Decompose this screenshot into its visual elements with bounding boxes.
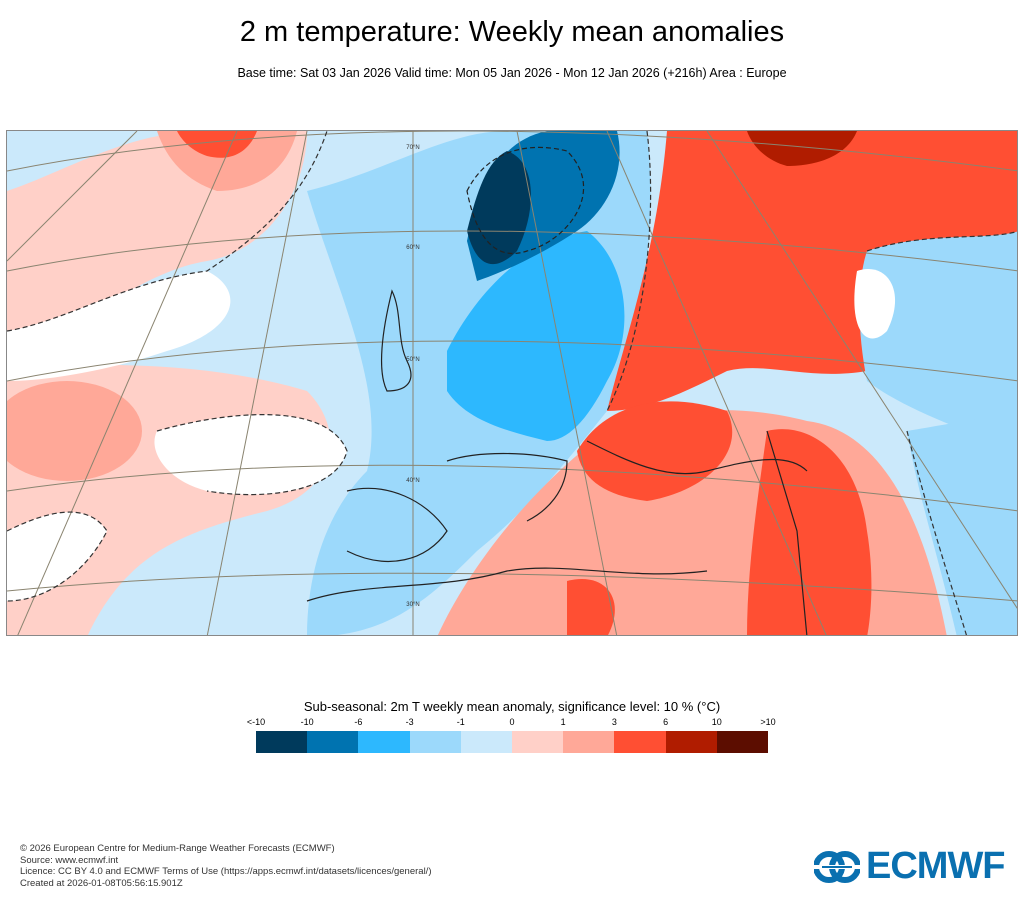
ecmwf-logo-text: ECMWF bbox=[866, 845, 1006, 887]
legend-tick: 1 bbox=[560, 717, 566, 727]
white-region-east bbox=[854, 269, 896, 339]
legend-ticks: <-10 -10 -6 -3 -1 0 1 3 6 10 >10 bbox=[247, 717, 776, 729]
licence-text: Licence: CC BY 4.0 and ECMWF Terms of Us… bbox=[20, 866, 432, 877]
white-region bbox=[7, 271, 231, 381]
lat-label-40: 40°N bbox=[406, 478, 419, 484]
legend-swatch bbox=[563, 731, 615, 753]
legend-tick: >10 bbox=[760, 717, 776, 727]
legend-swatch bbox=[665, 731, 717, 753]
legend-swatch bbox=[716, 731, 769, 753]
latitude-labels: 70°N 60°N 50°N 40°N 30°N bbox=[406, 145, 419, 608]
ecmwf-logo: ECMWF bbox=[814, 845, 1006, 888]
legend-tick: <-10 bbox=[246, 717, 266, 727]
anomaly-region-egypt bbox=[747, 429, 872, 635]
anomaly-region-azores bbox=[7, 381, 142, 481]
white-region-atlantic-south bbox=[7, 512, 107, 601]
anomaly-region-ural bbox=[747, 131, 857, 166]
legend-tick: 10 bbox=[711, 717, 722, 727]
lat-label-70: 70°N bbox=[406, 145, 419, 151]
map-canvas: 70°N 60°N 50°N 40°N 30°N bbox=[7, 131, 1017, 635]
legend-swatch bbox=[256, 731, 308, 753]
legend-tick: 3 bbox=[611, 717, 617, 727]
source-text: Source: www.ecmwf.int bbox=[20, 854, 119, 866]
page-title: 2 m temperature: Weekly mean anomalies bbox=[239, 16, 785, 48]
legend-swatch bbox=[409, 731, 461, 753]
lat-label-50: 50°N bbox=[406, 357, 419, 363]
anomaly-map: 70°N 60°N 50°N 40°N 30°N bbox=[6, 130, 1018, 636]
anomaly-region-central-europe bbox=[447, 231, 625, 441]
lat-label-30: 30°N bbox=[406, 602, 419, 608]
legend-swatch bbox=[358, 731, 410, 753]
legend-tick: 6 bbox=[663, 717, 669, 727]
ecmwf-logo-icon bbox=[814, 850, 860, 883]
white-region-2 bbox=[154, 414, 347, 495]
legend-swatch bbox=[512, 731, 564, 753]
legend-swatch bbox=[307, 731, 359, 753]
legend-title: Sub-seasonal: 2m T weekly mean anomaly, … bbox=[303, 699, 721, 714]
legend-colorbar bbox=[256, 731, 769, 753]
legend-tick: -3 bbox=[405, 717, 414, 727]
legend-swatch bbox=[614, 731, 666, 753]
legend-swatch bbox=[460, 731, 513, 753]
footer: © 2026 European Centre for Medium-Range … bbox=[20, 843, 432, 889]
lat-label-60: 60°N bbox=[406, 245, 419, 251]
page-subtitle: Base time: Sat 03 Jan 2026 Valid time: M… bbox=[237, 66, 787, 80]
anomaly-region-balkans bbox=[577, 401, 733, 501]
graticule bbox=[7, 131, 1017, 635]
anomaly-region-east-pale bbox=[859, 231, 1017, 451]
legend-tick: -1 bbox=[456, 717, 465, 727]
legend-tick: -6 bbox=[354, 717, 363, 727]
significance-contours bbox=[7, 131, 1017, 635]
copyright-text: © 2026 European Centre for Medium-Range … bbox=[20, 843, 335, 854]
coastlines bbox=[306, 146, 808, 635]
legend-tick: -10 bbox=[300, 717, 314, 727]
legend-tick: 0 bbox=[509, 717, 515, 727]
anomaly-region-sahara bbox=[567, 579, 615, 635]
created-text: Created at 2026-01-08T05:56:15.901Z bbox=[20, 877, 183, 889]
anomaly-region-greenland-core bbox=[177, 131, 257, 158]
